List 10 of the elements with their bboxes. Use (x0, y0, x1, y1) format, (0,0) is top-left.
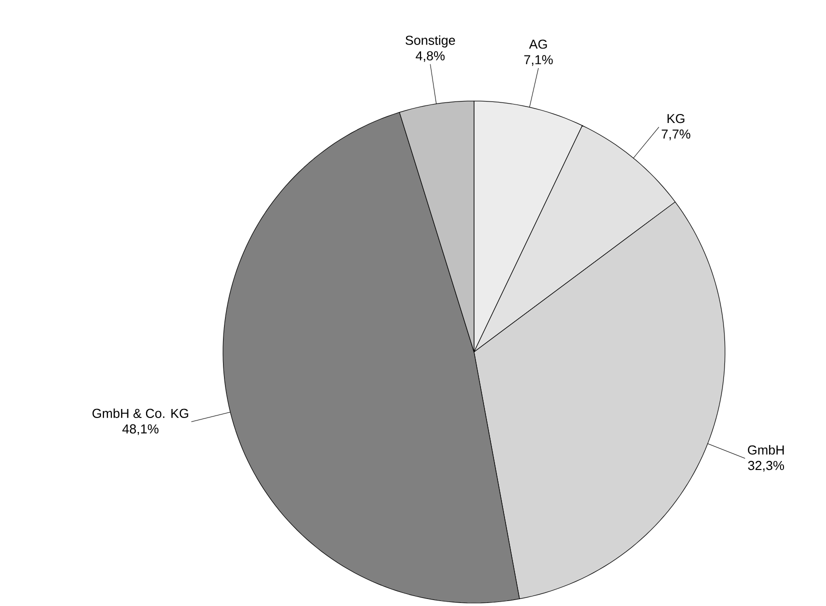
slice-label: KG (668, 114, 684, 124)
slice-label: GmbH & Co. KG (92, 408, 188, 418)
data-label: 32,3% (748, 460, 784, 472)
slice-label: Sonstige (406, 35, 455, 48)
data-label: 7,7% (662, 130, 690, 140)
data-label: 4,8% (416, 51, 445, 62)
slice-label: AG (529, 40, 547, 49)
data-label: 7,1% (524, 55, 553, 66)
data-label: 48,1% (122, 424, 158, 436)
slice-label: GmbH (748, 445, 784, 455)
